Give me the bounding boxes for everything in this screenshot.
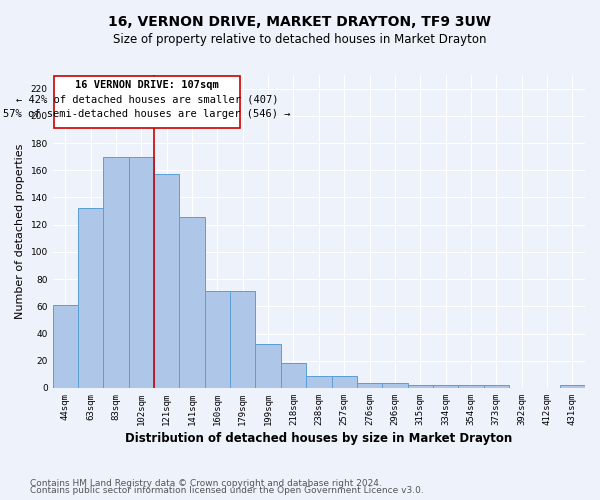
Bar (484, 385, 509, 388)
Bar (53, 305, 78, 388)
Text: ← 42% of detached houses are smaller (407): ← 42% of detached houses are smaller (40… (16, 94, 278, 104)
Text: 57% of semi-detached houses are larger (546) →: 57% of semi-detached houses are larger (… (4, 109, 291, 119)
Bar (407, 385, 433, 388)
Text: Size of property relative to detached houses in Market Drayton: Size of property relative to detached ho… (113, 32, 487, 46)
Bar (560, 385, 585, 388)
Bar (129, 156, 154, 388)
Y-axis label: Number of detached properties: Number of detached properties (15, 144, 25, 319)
Bar (382, 382, 407, 388)
Bar (281, 364, 306, 388)
Bar (458, 385, 484, 388)
Bar (179, 216, 205, 388)
Bar (154, 174, 179, 388)
Bar (78, 208, 103, 388)
Bar (256, 344, 281, 388)
Bar (306, 376, 332, 388)
Bar (433, 385, 458, 388)
Bar (357, 382, 382, 388)
Text: 16 VERNON DRIVE: 107sqm: 16 VERNON DRIVE: 107sqm (75, 80, 219, 90)
Bar (332, 376, 357, 388)
Bar (230, 292, 256, 388)
Text: Contains HM Land Registry data © Crown copyright and database right 2024.: Contains HM Land Registry data © Crown c… (30, 478, 382, 488)
Bar (205, 292, 230, 388)
Bar (103, 156, 129, 388)
FancyBboxPatch shape (54, 76, 240, 128)
X-axis label: Distribution of detached houses by size in Market Drayton: Distribution of detached houses by size … (125, 432, 512, 445)
Text: 16, VERNON DRIVE, MARKET DRAYTON, TF9 3UW: 16, VERNON DRIVE, MARKET DRAYTON, TF9 3U… (109, 15, 491, 29)
Text: Contains public sector information licensed under the Open Government Licence v3: Contains public sector information licen… (30, 486, 424, 495)
